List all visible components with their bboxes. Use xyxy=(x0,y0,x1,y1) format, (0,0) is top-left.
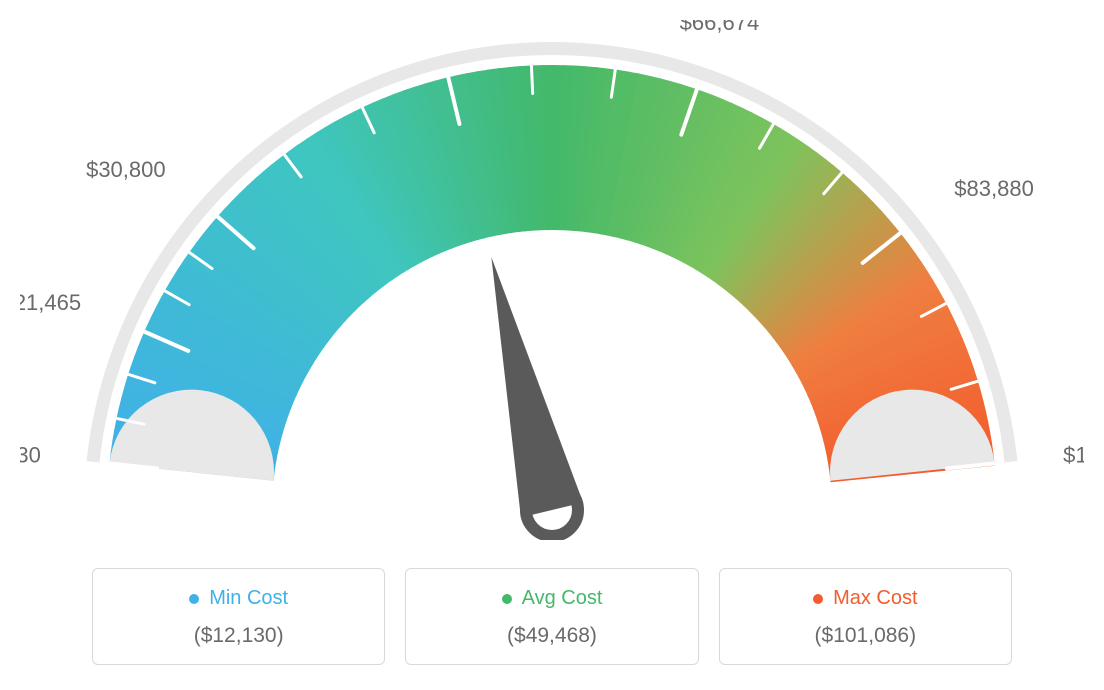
legend-title-max: Max Cost xyxy=(813,587,917,610)
gauge-tick-label: $49,468 xyxy=(392,20,472,21)
legend-value-avg: ($49,468) xyxy=(416,624,687,648)
legend-label-min: Min Cost xyxy=(209,587,288,610)
gauge-tick-label: $30,800 xyxy=(86,157,166,182)
legend-dot-avg xyxy=(502,594,512,604)
gauge-tick-label: $21,465 xyxy=(20,290,81,315)
gauge-tick-label: $66,674 xyxy=(680,20,760,35)
legend-value-min: ($12,130) xyxy=(103,624,374,648)
legend-title-min: Min Cost xyxy=(189,587,288,610)
legend-row: Min Cost ($12,130) Avg Cost ($49,468) Ma… xyxy=(92,568,1012,665)
legend-value-max: ($101,086) xyxy=(730,624,1001,648)
gauge-tick-label: $101,086 xyxy=(1063,442,1084,467)
gauge-chart: $12,130 $21,465 $30,800 $49,468 $66,674 $83,8… xyxy=(20,20,1084,665)
legend-card-max: Max Cost ($101,086) xyxy=(719,568,1012,665)
gauge-tick-label: $12,130 xyxy=(20,442,41,467)
legend-dot-min xyxy=(189,594,199,604)
gauge-needle xyxy=(491,257,583,517)
legend-label-avg: Avg Cost xyxy=(522,587,603,610)
gauge-svg: $12,130 $21,465 $30,800 $49,468 $66,674 $83,8… xyxy=(20,20,1084,540)
legend-card-avg: Avg Cost ($49,468) xyxy=(405,568,698,665)
legend-card-min: Min Cost ($12,130) xyxy=(92,568,385,665)
legend-label-max: Max Cost xyxy=(833,587,917,610)
gauge-tick-label: $83,880 xyxy=(954,176,1034,201)
legend-title-avg: Avg Cost xyxy=(502,587,603,610)
legend-dot-max xyxy=(813,594,823,604)
